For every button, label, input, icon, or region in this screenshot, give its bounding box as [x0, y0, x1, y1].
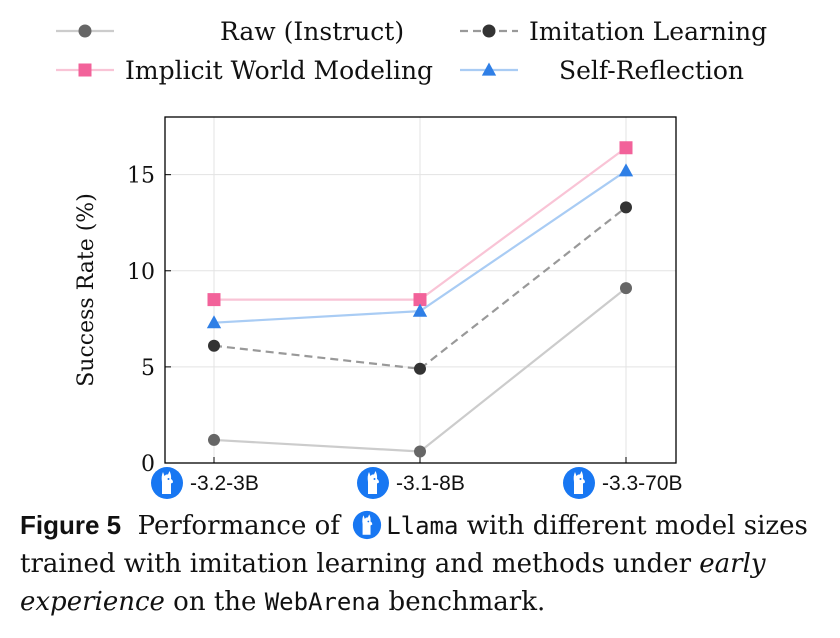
legend-marker: [482, 24, 496, 38]
caption-text-3: on the: [173, 587, 257, 617]
llama-icon: [352, 510, 382, 540]
data-point: [208, 433, 220, 446]
caption-text-4: benchmark.: [388, 587, 546, 617]
x-axis: -3.2-3B -3.1-8B -3.3-70B: [151, 457, 683, 499]
legend-label: Self-Reflection: [559, 56, 744, 85]
series-layer: [206, 141, 634, 458]
grid: [165, 117, 676, 463]
data-point: [412, 303, 428, 317]
caption-model: Llama: [386, 512, 459, 540]
x-tick-label-group: -3.3-70B: [563, 467, 683, 499]
legend-entry: Self-Reflection: [460, 56, 744, 85]
x-tick-label: -3.2-3B: [190, 472, 259, 495]
data-point: [414, 362, 426, 375]
legend-marker: [78, 63, 92, 77]
llama-icon: [563, 467, 595, 499]
y-axis: 0 5 10 15: [127, 164, 171, 477]
series-raw-instruct: [208, 282, 632, 458]
legend: Raw (Instruct) Imitation Learning Implicit…: [56, 17, 767, 85]
y-tick-label: 5: [141, 356, 155, 381]
y-tick-label: 15: [127, 164, 155, 189]
caption-emphasis: early experience: [20, 549, 766, 617]
legend-label: Imitation Learning: [529, 17, 767, 46]
legend-label: Raw (Instruct): [220, 17, 404, 46]
x-tick-label-group: -3.1-8B: [357, 467, 465, 499]
data-point: [206, 315, 222, 329]
data-point: [208, 339, 220, 352]
data-point: [413, 293, 427, 307]
caption-benchmark: WebArena: [264, 588, 381, 616]
data-point: [618, 163, 634, 177]
caption-text-2: with different model sizes trained with …: [20, 511, 808, 579]
series-imitation-learning: [208, 201, 632, 375]
x-tick-label: -3.3-70B: [602, 472, 683, 495]
caption-label: Figure 5: [20, 510, 122, 540]
y-tick-label: 10: [127, 260, 155, 285]
legend-label: Implicit World Modeling: [125, 56, 433, 85]
legend-marker: [78, 24, 92, 38]
line-chart: Raw (Instruct) Imitation Learning Implicit…: [56, 17, 767, 499]
caption-text-1: Performance of: [137, 511, 340, 541]
series-implicit-world-modeling: [207, 141, 633, 307]
series-self-reflection: [206, 163, 634, 329]
llama-icon: [151, 467, 183, 499]
llama-icon: [357, 467, 389, 499]
data-point: [414, 445, 426, 458]
x-tick-label-group: -3.2-3B: [151, 467, 259, 499]
data-point: [620, 201, 632, 214]
data-point: [207, 293, 221, 307]
x-tick-label: -3.1-8B: [396, 472, 465, 495]
data-point: [619, 141, 633, 155]
series-line: [213, 206, 627, 370]
figure-caption: Figure 5 Performance of Llama with diffe…: [20, 506, 830, 621]
legend-entry: Raw (Instruct): [56, 17, 404, 46]
legend-entry: Implicit World Modeling: [56, 56, 433, 85]
data-point: [620, 282, 632, 295]
y-tick-label: 0: [141, 452, 155, 477]
legend-marker: [481, 62, 497, 76]
y-axis-label: Success Rate (%): [74, 193, 99, 387]
legend-entry: Imitation Learning: [460, 17, 767, 46]
